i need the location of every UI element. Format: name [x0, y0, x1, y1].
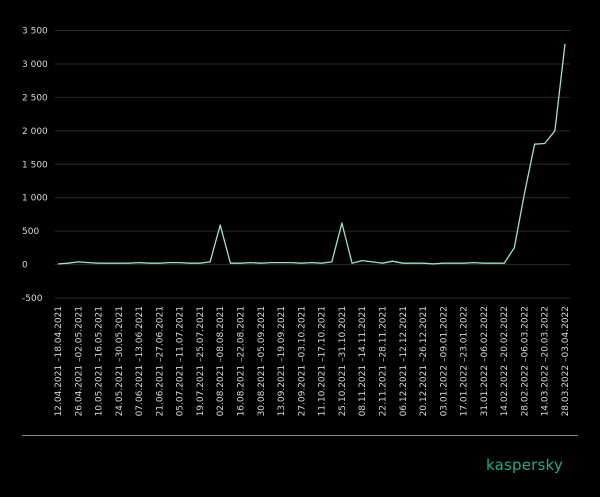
gridlines — [55, 30, 570, 299]
y-tick-label: 2 500 — [22, 93, 48, 103]
footer-divider — [22, 435, 578, 436]
x-tick-label: 12.04.2021 –18.04.2021 — [54, 306, 64, 416]
x-tick-label: 13.09.2021 –19.09.2021 — [277, 306, 287, 416]
x-tick-label: 25.10.2021 –31.10.2021 — [338, 306, 348, 416]
series-layer — [57, 43, 566, 265]
x-tick-label: 31.01.2022 –06.02.2022 — [480, 306, 490, 416]
y-tick-label: 3 000 — [22, 60, 48, 70]
x-tick-label: 20.12.2021 –26.12.2021 — [419, 306, 429, 416]
x-tick-label: 10.05.2021 –16.05.2021 — [95, 306, 105, 416]
x-tick-label: 22.11.2021 –28.11.2021 — [378, 306, 388, 416]
y-tick-label: 2 000 — [22, 127, 48, 137]
x-tick-label: 06.12.2021 –12.12.2021 — [399, 306, 409, 416]
x-tick-label: 17.01.2022 –23.01.2022 — [460, 306, 470, 416]
series-line — [57, 43, 566, 265]
x-tick-label: 27.09.2021 –03.10.2021 — [297, 306, 307, 416]
x-tick-label: 05.07.2021 –11.07.2021 — [176, 306, 186, 416]
x-tick-label: 11.10.2021 –17.10.2021 — [318, 306, 328, 416]
x-tick-label: 08.11.2021 –14.11.2021 — [358, 306, 368, 416]
line-chart: 3 500 3 000 2 500 2 000 1 500 1 000 500 0 -500 1… — [22, 27, 571, 417]
x-tick-label: 14.02.2022 –20.02.2022 — [500, 306, 510, 416]
kaspersky-logo: kaspersky — [486, 456, 563, 474]
x-tick-label: 30.08.2021 –05.09.2021 — [257, 306, 267, 416]
x-tick-label: 28.02.2022 –06.03.2022 — [520, 306, 530, 416]
y-tick-label: 500 — [22, 227, 39, 237]
x-tick-label: 24.05.2021 –30.05.2021 — [115, 306, 125, 416]
y-tick-label: 0 — [22, 261, 28, 271]
x-tick-label: 02.08.2021 –08.08.2021 — [216, 306, 226, 416]
x-axis-tick-labels: 12.04.2021 –18.04.2021 26.04.2021 –02.05.… — [54, 306, 571, 416]
x-tick-label: 07.06.2021 –13.06.2021 — [135, 306, 145, 416]
y-axis-tick-labels: 3 500 3 000 2 500 2 000 1 500 1 000 500 0 -500 — [22, 27, 48, 305]
y-tick-label: 1 000 — [22, 194, 48, 204]
x-tick-label: 21.06.2021 –27.06.2021 — [155, 306, 165, 416]
x-tick-label: 14.03.2022 –20.03.2022 — [541, 306, 551, 416]
y-tick-label: 1 500 — [22, 160, 48, 170]
x-tick-label: 19.07.2021 –25.07.2021 — [196, 306, 206, 416]
y-tick-label: 3 500 — [22, 27, 48, 37]
x-tick-label: 28.03.2022 –03.04.2022 — [561, 306, 571, 416]
x-tick-label: 16.08.2021 –22.08.2021 — [237, 306, 247, 416]
x-tick-label: 26.04.2021 –02.05.2021 — [74, 306, 84, 416]
x-tick-label: 03.01.2022 –09.01.2022 — [439, 306, 449, 416]
y-tick-label: -500 — [22, 294, 43, 304]
